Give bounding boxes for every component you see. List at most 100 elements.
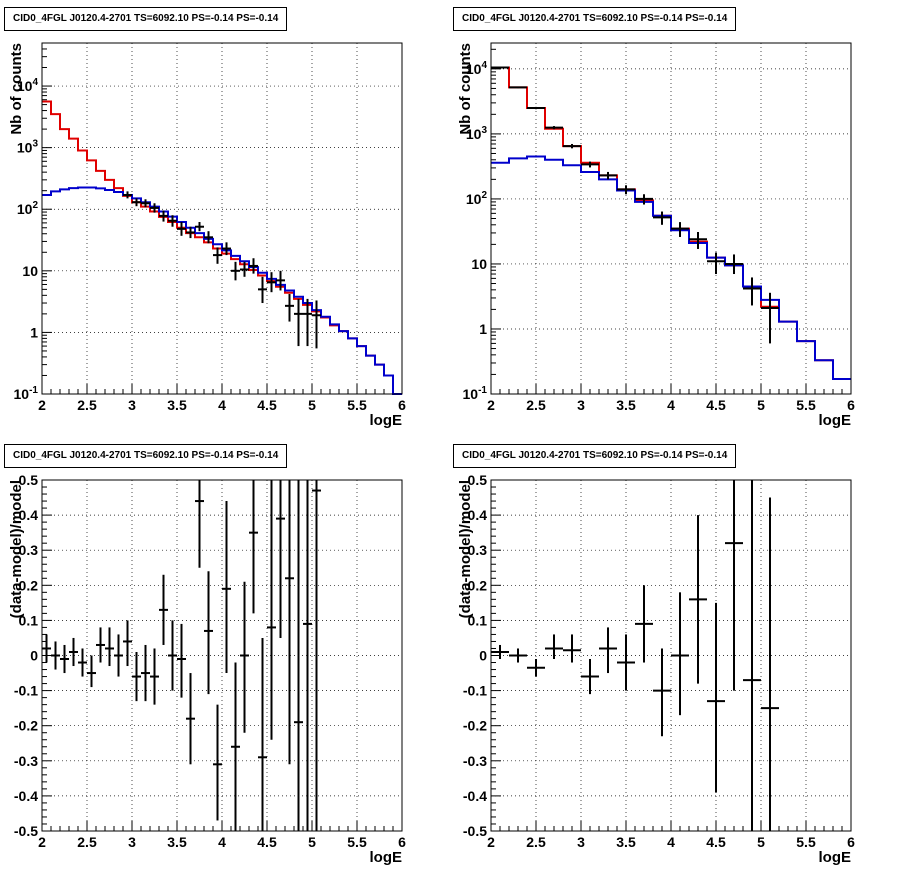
y-tick-label: -0.4 bbox=[463, 788, 487, 804]
x-tick-label: 3 bbox=[128, 834, 136, 850]
data-point bbox=[303, 298, 312, 347]
data-point bbox=[276, 480, 285, 638]
y-axis-label: (data-model)/model bbox=[457, 480, 474, 618]
data-point bbox=[276, 270, 285, 291]
data-point bbox=[545, 126, 563, 130]
data-point bbox=[186, 673, 195, 765]
x-tick-label: 2.5 bbox=[526, 834, 546, 850]
data-point bbox=[581, 659, 599, 695]
x-tick-label: 4.5 bbox=[706, 834, 726, 850]
x-tick-label: 3 bbox=[577, 397, 585, 413]
x-tick-label: 4 bbox=[218, 397, 226, 413]
y-tick-label: 0.1 bbox=[19, 612, 39, 628]
data-point bbox=[105, 627, 114, 667]
pad-title-counts-right: CID0_4FGL J0120.4-2701 TS=6092.10 PS=-0.… bbox=[453, 7, 737, 31]
x-tick-label: 4.5 bbox=[706, 397, 726, 413]
y-tick-label: 0.3 bbox=[468, 542, 488, 558]
data-point bbox=[186, 226, 195, 239]
x-tick-label: 3 bbox=[128, 397, 136, 413]
plot-frame bbox=[41, 42, 403, 395]
x-tick-label: 3.5 bbox=[167, 834, 187, 850]
y-tick-label: 0.2 bbox=[468, 577, 488, 593]
x-tick-label: 5.5 bbox=[796, 397, 816, 413]
data-point bbox=[195, 222, 204, 232]
x-tick-label: 6 bbox=[398, 834, 406, 850]
data-point bbox=[285, 294, 294, 322]
y-tick-label: 0.4 bbox=[19, 507, 39, 523]
x-axis-label: logE bbox=[370, 849, 403, 866]
data-point bbox=[60, 644, 69, 674]
data-point bbox=[231, 662, 240, 831]
x-tick-label: 5 bbox=[757, 397, 765, 413]
data-point bbox=[267, 272, 276, 293]
x-tick-label: 4 bbox=[667, 834, 675, 850]
x-tick-label: 6 bbox=[398, 397, 406, 413]
data-point bbox=[725, 480, 743, 691]
x-tick-label: 4.5 bbox=[257, 834, 277, 850]
data-point bbox=[617, 634, 635, 691]
y-tick-label: 10 bbox=[22, 263, 38, 279]
y-tick-label: -0.4 bbox=[14, 788, 38, 804]
x-tick-label: 2 bbox=[487, 397, 495, 413]
data-point bbox=[509, 648, 527, 663]
data-point bbox=[527, 659, 545, 677]
data-point bbox=[168, 215, 177, 227]
data-point bbox=[222, 242, 231, 256]
data-point bbox=[159, 574, 168, 645]
y-tick-label: 0.3 bbox=[19, 542, 39, 558]
data-point bbox=[527, 106, 545, 110]
data-point bbox=[114, 634, 123, 677]
y-tick-label: 104 bbox=[466, 60, 488, 77]
data-point bbox=[743, 277, 761, 306]
y-tick-label: 1 bbox=[479, 321, 487, 337]
data-point bbox=[761, 292, 779, 344]
x-tick-label: 3.5 bbox=[167, 397, 187, 413]
data-point bbox=[177, 623, 186, 698]
data-point bbox=[671, 222, 689, 237]
plot-frame bbox=[490, 42, 852, 395]
x-tick-label: 3 bbox=[577, 834, 585, 850]
data-point bbox=[294, 298, 303, 347]
y-tick-label: -0.5 bbox=[463, 823, 487, 839]
y-tick-label: 0.2 bbox=[19, 577, 39, 593]
y-tick-label: 102 bbox=[17, 200, 39, 217]
data-point bbox=[78, 648, 87, 677]
data-point bbox=[168, 620, 177, 691]
data-point bbox=[312, 300, 321, 349]
x-tick-label: 5.5 bbox=[347, 397, 367, 413]
y-tick-label: 0 bbox=[30, 648, 38, 664]
y-tick-label: 103 bbox=[466, 125, 488, 142]
data-point bbox=[141, 199, 150, 208]
data-point bbox=[689, 515, 707, 684]
y-tick-label: 0.5 bbox=[468, 472, 488, 488]
data-point bbox=[707, 252, 725, 275]
x-tick-label: 5 bbox=[757, 834, 765, 850]
chart-counts-right: 2 2.5 3 3.5 4 4.5 5 5.5 6 10-1 1 10 102 103 104 logE Nb … bbox=[457, 42, 855, 429]
y-tick-label: -0.3 bbox=[463, 753, 487, 769]
y-tick-label: 0.1 bbox=[468, 612, 488, 628]
data-point bbox=[123, 191, 132, 199]
x-tick-label: 2.5 bbox=[77, 834, 97, 850]
data-point bbox=[653, 211, 671, 225]
data-point bbox=[240, 261, 249, 277]
data-point bbox=[96, 627, 105, 663]
y-tick-label: 0.4 bbox=[468, 507, 488, 523]
x-tick-label: 2 bbox=[487, 834, 495, 850]
data-point bbox=[707, 602, 725, 793]
pad-title-counts-left: CID0_4FGL J0120.4-2701 TS=6092.10 PS=-0.… bbox=[4, 7, 288, 31]
data-point bbox=[689, 231, 707, 249]
data-point bbox=[743, 480, 761, 831]
data-point bbox=[599, 171, 617, 180]
data-point bbox=[563, 143, 581, 149]
data-point bbox=[653, 648, 671, 737]
data-point bbox=[249, 480, 258, 614]
y-axis-label: Nb of counts bbox=[457, 43, 474, 135]
data-point bbox=[491, 644, 509, 660]
pad-title-resid-right: CID0_4FGL J0120.4-2701 TS=6092.10 PS=-0.… bbox=[453, 444, 737, 468]
y-tick-label: 0.5 bbox=[19, 472, 39, 488]
x-tick-label: 5.5 bbox=[347, 834, 367, 850]
x-tick-label: 6 bbox=[847, 834, 855, 850]
data-point bbox=[132, 198, 141, 207]
data-point bbox=[204, 571, 213, 695]
